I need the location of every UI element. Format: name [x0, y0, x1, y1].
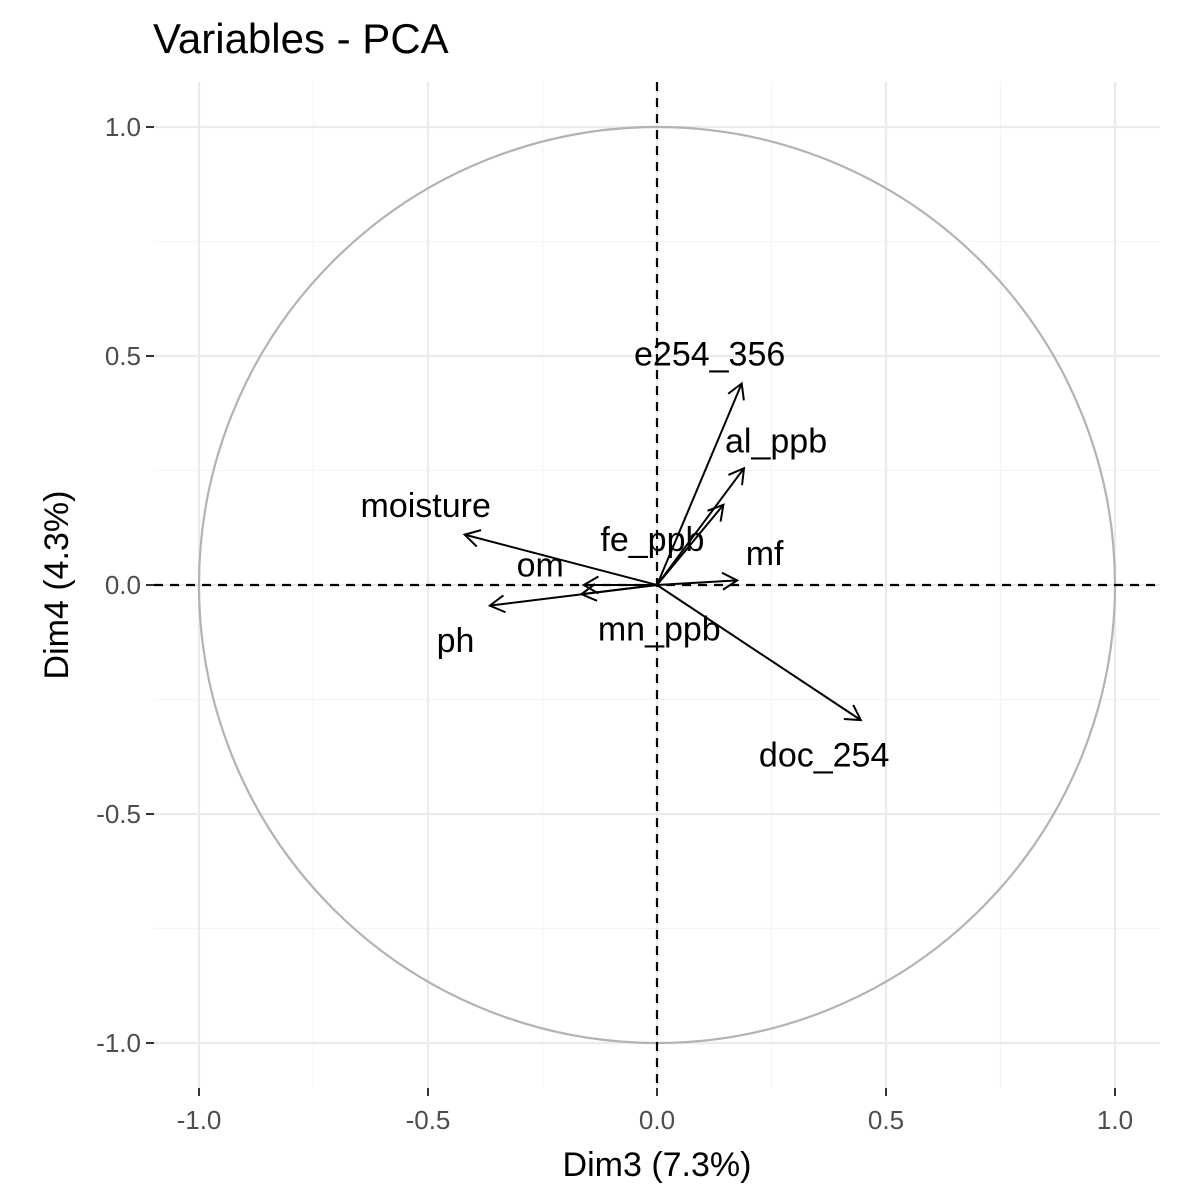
y-axis-title: Dim4 (4.3%) [38, 491, 76, 680]
x-tick-label: -1.0 [177, 1105, 222, 1135]
y-tick-label: 0.5 [105, 341, 141, 371]
label-mf: mf [746, 535, 784, 573]
label-fe_ppb: fe_ppb [600, 521, 704, 559]
arrow-om [581, 575, 657, 595]
y-tick-label: -0.5 [96, 799, 141, 829]
arrow-al_ppb [656, 466, 746, 586]
arrow-mf [656, 571, 740, 591]
x-tick-label: 0.0 [639, 1105, 675, 1135]
y-tick-label: 1.0 [105, 112, 141, 142]
arrow-doc_254 [656, 584, 863, 722]
y-tick-label: -1.0 [96, 1028, 141, 1058]
label-ph: ph [437, 622, 475, 660]
variable-arrows [462, 381, 863, 722]
label-al_ppb: al_ppb [725, 423, 827, 461]
x-tick-label: 1.0 [1097, 1105, 1133, 1135]
arrow-ph [487, 584, 658, 614]
x-axis-title: Dim3 (7.3%) [563, 1146, 752, 1184]
y-tick-label: 0.0 [105, 570, 141, 600]
arrow-moisture [462, 529, 658, 586]
label-mn_ppb: mn_ppb [598, 611, 721, 649]
chart-title: Variables - PCA [153, 15, 449, 62]
label-doc_254: doc_254 [759, 736, 889, 774]
arrow-fe_ppb [656, 503, 725, 586]
label-e254_356: e254_356 [634, 336, 785, 374]
label-om: om [517, 546, 564, 584]
arrow-e254_356 [656, 381, 745, 586]
label-moisture: moisture [361, 487, 491, 525]
variable-labels: e254_356 al_ppb fe_ppb mf moisture om mn_ppb ph… [361, 336, 890, 775]
axis-ticks: -1.0 -0.5 0.0 0.5 1.0 1.0 0.5 0.0 -0.5 -1.0 [96, 112, 1133, 1135]
x-tick-label: 0.5 [868, 1105, 904, 1135]
x-tick-label: -0.5 [406, 1105, 451, 1135]
